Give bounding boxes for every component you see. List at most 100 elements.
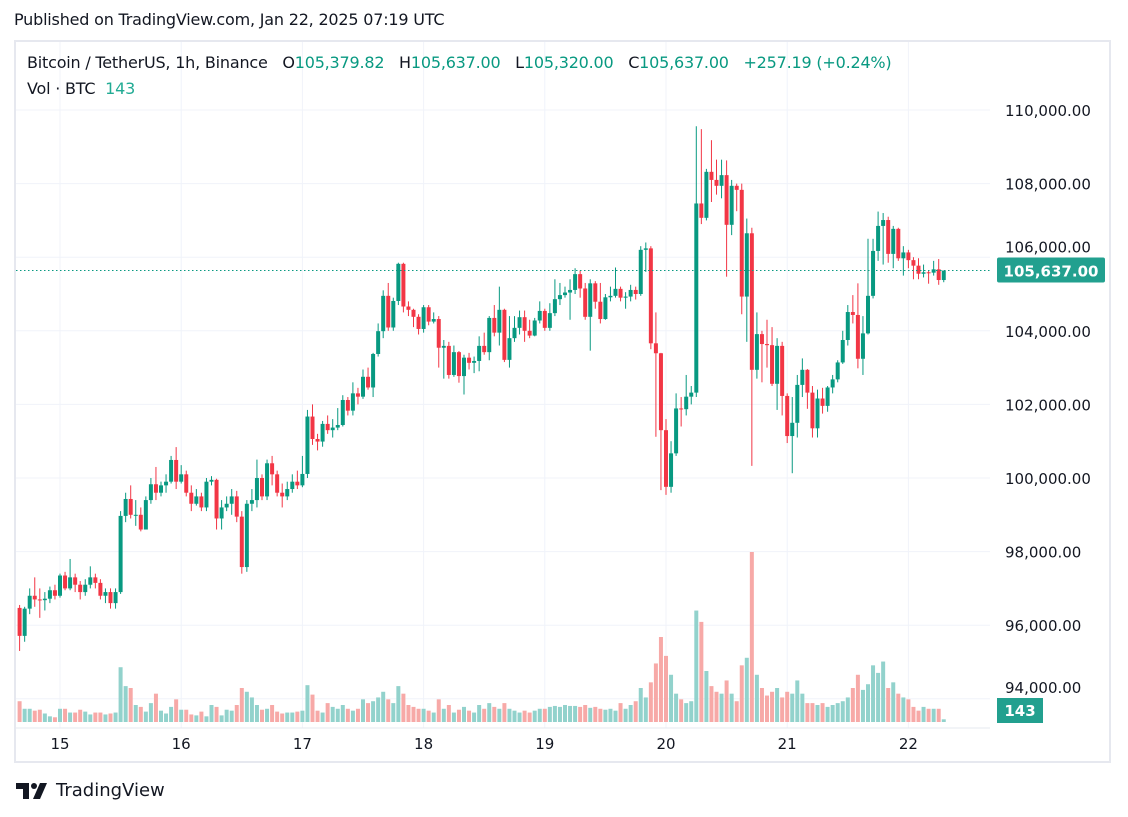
volume-bar	[785, 691, 790, 722]
candle-body	[684, 396, 689, 410]
candle	[714, 159, 719, 195]
volume-bar	[759, 688, 764, 722]
volume-bar	[315, 710, 320, 722]
volume-bar	[926, 708, 931, 722]
candle	[477, 336, 482, 372]
candle	[658, 352, 663, 491]
volume-bar	[815, 705, 820, 722]
volume-bar	[366, 703, 371, 722]
candle-body	[775, 345, 780, 384]
volume-bar	[487, 703, 492, 722]
candle	[270, 455, 275, 486]
candle-body	[366, 376, 371, 388]
candle	[219, 500, 224, 530]
candle-body	[633, 289, 638, 294]
open-label: O	[282, 53, 295, 72]
last-price-badge	[997, 257, 1105, 283]
candle-body	[537, 310, 542, 321]
candle-body	[840, 340, 845, 363]
candle	[881, 213, 886, 265]
volume-bar	[901, 697, 906, 722]
candle	[148, 478, 153, 504]
candle	[214, 478, 219, 530]
candle	[300, 455, 305, 488]
candle	[744, 218, 749, 342]
symbol-title[interactable]: Bitcoin / TetherUS, 1h, Binance	[27, 53, 268, 72]
candle-body	[239, 516, 244, 568]
volume-bar	[744, 657, 749, 722]
candle	[37, 588, 42, 618]
candle-body	[406, 306, 411, 310]
candle-body	[310, 416, 315, 439]
candle-body	[93, 577, 98, 583]
candle	[340, 395, 345, 427]
candle-body	[598, 301, 603, 320]
volume-bar	[618, 703, 623, 722]
candle-body	[386, 295, 391, 328]
candle-body	[108, 592, 113, 604]
candle	[628, 284, 633, 302]
volume-bar	[265, 708, 270, 722]
candle-body	[568, 289, 573, 293]
candle	[138, 507, 143, 532]
candle	[754, 312, 759, 379]
volume-bar	[42, 713, 47, 722]
candle	[825, 386, 830, 412]
candle-body	[280, 492, 285, 497]
candle	[189, 485, 194, 512]
candle	[366, 367, 371, 390]
volume-bar	[638, 688, 643, 722]
y-tick-label: 94,000.00	[1005, 679, 1081, 697]
candle	[608, 286, 613, 302]
candle	[850, 295, 855, 324]
tradingview-logo[interactable]: TradingView	[16, 780, 165, 801]
change-value: +257.19 (+0.24%)	[743, 53, 892, 72]
candle	[749, 227, 754, 466]
volume-bar	[148, 703, 153, 722]
candle	[603, 294, 608, 320]
candle-body	[214, 479, 219, 519]
candle	[32, 577, 37, 607]
candle-body	[739, 189, 744, 297]
volume-bar	[886, 688, 891, 722]
candle	[765, 319, 769, 368]
candle	[320, 420, 325, 447]
candle-body	[588, 283, 593, 317]
volume-bar	[330, 706, 335, 722]
volume-bar	[164, 713, 169, 722]
candle-body	[441, 345, 446, 348]
candle	[866, 238, 870, 335]
volume-bar	[835, 703, 840, 722]
grid-lines	[16, 42, 990, 729]
volume-bar	[73, 712, 78, 722]
volume-bar	[603, 709, 608, 722]
volume-bar	[537, 708, 542, 722]
candle-body	[759, 334, 764, 345]
candle-body	[689, 392, 694, 397]
volume-bar	[83, 711, 88, 722]
candle	[563, 286, 567, 298]
candle-body	[98, 582, 103, 596]
volume-label[interactable]: Vol · BTC	[27, 79, 96, 98]
volume-legend: Vol · BTC 143	[27, 79, 135, 98]
candle	[371, 352, 376, 398]
candle	[931, 260, 936, 276]
volume-bar	[401, 693, 406, 722]
candle-body	[618, 288, 623, 298]
candle	[194, 489, 199, 506]
volume-bar	[249, 697, 254, 722]
candle-body	[785, 395, 790, 437]
candle-body	[396, 263, 401, 301]
candle-body	[376, 331, 381, 354]
volume-bar	[810, 703, 815, 722]
candle-body	[613, 288, 618, 296]
candle-body	[421, 307, 426, 329]
candle	[446, 341, 451, 379]
volume-bar	[386, 699, 391, 722]
candle	[648, 246, 653, 350]
candle	[759, 330, 764, 383]
volume-bar	[179, 709, 184, 722]
volume-bar	[578, 706, 583, 722]
volume-bar	[527, 712, 532, 722]
